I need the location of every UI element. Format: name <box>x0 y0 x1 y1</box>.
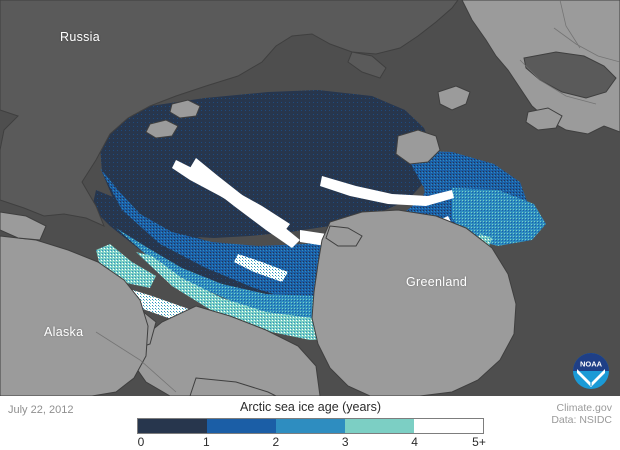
ice-class-2-3-b <box>452 188 546 246</box>
source-credit: Climate.gov Data: NSIDC <box>551 402 612 426</box>
colorbar-legend: Arctic sea ice age (years) 0 1 2 3 4 5+ <box>137 400 486 450</box>
land-island-cluster-1 <box>325 225 363 247</box>
map-graphic <box>0 0 620 396</box>
land-svalbard <box>437 85 471 111</box>
colorbar-tick-1: 1 <box>203 435 210 449</box>
colorbar-segment-4-5plus <box>414 419 483 433</box>
map-label-russia: Russia <box>60 30 101 44</box>
colorbar-segment-2-3 <box>276 419 345 433</box>
political-boundaries <box>95 0 620 393</box>
ice-class-5plus-ridge-2 <box>190 158 300 248</box>
map-label-greenland: Greenland <box>406 275 468 289</box>
landmasses <box>0 0 620 396</box>
ice-class-3-4-b <box>96 244 156 288</box>
ice-class-5plus-ridge-4 <box>320 176 454 206</box>
noaa-logo: NOAA <box>572 352 610 390</box>
colorbar-tick-4: 4 <box>411 435 418 449</box>
map-label-alaska: Alaska <box>44 325 84 339</box>
colorbar-segment-1-2 <box>207 419 276 433</box>
land-baffin <box>189 377 277 396</box>
land-russia <box>0 0 459 227</box>
ice-class-0-1 <box>100 90 433 238</box>
ice-class-5plus-patch-2 <box>234 254 288 282</box>
colorbar-tick-2: 2 <box>272 435 280 449</box>
land-greenland <box>311 209 517 396</box>
land-scandinavia <box>523 51 617 99</box>
colorbar-tick-0: 0 <box>137 435 145 449</box>
noaa-logo-graphic: NOAA <box>573 353 609 389</box>
land-island-cluster-4 <box>525 107 563 131</box>
land-iceland <box>395 129 441 165</box>
colorbar-tick-3: 3 <box>341 435 349 449</box>
land-novaya-zemlya <box>347 51 387 79</box>
colorbar <box>137 418 484 434</box>
colorbar-segment-0-1 <box>138 419 207 433</box>
colorbar-segment-3-4 <box>345 419 414 433</box>
noaa-logo-upper-half <box>573 353 609 371</box>
credit-publisher: Climate.gov <box>556 402 612 414</box>
land-island-cluster-2 <box>169 99 201 119</box>
date-stamp: July 22, 2012 <box>8 404 74 416</box>
credit-data-source: Data: NSIDC <box>551 414 612 426</box>
colorbar-tick-5: 5+ <box>472 435 486 449</box>
land-alaska-peninsula <box>0 211 47 241</box>
noaa-logo-text: NOAA <box>580 360 603 369</box>
colorbar-tick-labels: 0 1 2 3 4 5+ <box>137 435 486 450</box>
colorbar-title: Arctic sea ice age (years) <box>239 400 382 414</box>
figure-footer: July 22, 2012 Arctic sea ice age (years)… <box>0 396 620 450</box>
land-island-cluster-3 <box>145 119 179 139</box>
land-alaska <box>0 235 149 396</box>
map-canvas: Russia Alaska Greenland NOAA <box>0 0 620 396</box>
